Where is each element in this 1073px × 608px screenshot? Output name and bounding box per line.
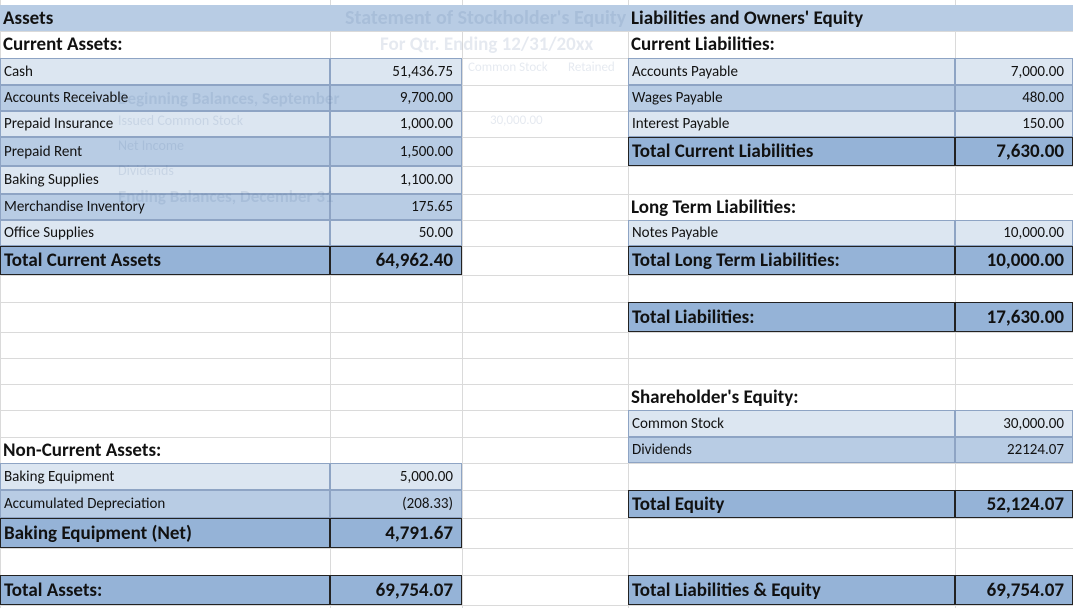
row-amount: 7,000.00 <box>955 58 1073 85</box>
total-amount: 64,962.40 <box>330 246 462 275</box>
row-label: Office Supplies <box>0 220 330 246</box>
total-amount: 4,791.67 <box>330 518 462 548</box>
grid-line <box>0 0 1 608</box>
grid-line <box>0 518 1073 519</box>
row-label: Prepaid Rent <box>0 137 330 166</box>
grid-line <box>0 332 1073 333</box>
section-heading: Current Assets: <box>3 33 123 56</box>
section-heading: Current Liabilities: <box>631 33 775 56</box>
total-amount: 7,630.00 <box>955 137 1073 166</box>
section-title: Liabilities and Owners' Equity <box>631 6 864 30</box>
header-band <box>0 5 1073 31</box>
total-label: Baking Equipment (Net) <box>0 518 330 548</box>
grid-line <box>0 194 1073 195</box>
row-label: Dividends <box>628 437 955 463</box>
row-amount: 9,700.00 <box>330 85 462 111</box>
row-label: Notes Payable <box>628 220 955 246</box>
row-amount: 175.65 <box>330 194 462 220</box>
grid-line <box>0 85 1073 86</box>
row-amount: 1,000.00 <box>330 111 462 137</box>
grid-line <box>0 575 1073 576</box>
row-label: Common Stock <box>628 410 955 437</box>
grid-line <box>0 58 1073 59</box>
grid-line <box>462 0 463 608</box>
grid-line <box>0 463 1073 464</box>
row-amount: 10,000.00 <box>955 220 1073 246</box>
total-amount: 17,630.00 <box>955 302 1073 332</box>
row-label: Accounts Payable <box>628 58 955 85</box>
row-label: Baking Supplies <box>0 166 330 194</box>
grid-line <box>0 358 1073 359</box>
total-amount: 69,754.07 <box>330 575 462 605</box>
row-label: Cash <box>0 58 330 85</box>
row-label: Accumulated Depreciation <box>0 490 330 518</box>
total-amount: 52,124.07 <box>955 490 1073 518</box>
row-label: Accounts Receivable <box>0 85 330 111</box>
grid-line <box>0 246 1073 247</box>
background-text: For Qtr. Ending 12/31/20xx <box>380 33 594 56</box>
grid-line <box>0 302 1073 303</box>
total-label: Total Current Liabilities <box>628 137 955 166</box>
background-text: Retained <box>568 60 615 75</box>
total-label: Total Long Term Liabilities: <box>628 246 955 275</box>
grid-line <box>0 220 1073 221</box>
section-title: Assets <box>3 6 54 30</box>
row-amount: 22124.07 <box>955 437 1073 463</box>
total-label: Total Liabilities: <box>628 302 955 332</box>
row-label: Interest Payable <box>628 111 955 137</box>
total-label: Total Equity <box>628 490 955 518</box>
total-amount: 69,754.07 <box>955 575 1073 605</box>
total-label: Total Current Assets <box>0 246 330 275</box>
grid-line <box>0 490 1073 491</box>
row-label: Prepaid Insurance <box>0 111 330 137</box>
row-amount: 50.00 <box>330 220 462 246</box>
grid-line <box>0 548 1073 549</box>
background-text: 30,000.00 <box>490 113 543 128</box>
row-amount: 150.00 <box>955 111 1073 137</box>
row-label: Wages Payable <box>628 85 955 111</box>
grid-line <box>0 410 1073 411</box>
grid-line <box>330 0 331 608</box>
row-amount: 51,436.75 <box>330 58 462 85</box>
row-amount: (208.33) <box>330 490 462 518</box>
section-heading: Shareholder's Equity: <box>631 385 799 409</box>
row-label: Merchandise Inventory <box>0 194 330 220</box>
total-amount: 10,000.00 <box>955 246 1073 275</box>
row-amount: 30,000.00 <box>955 410 1073 437</box>
section-heading: Non-Current Assets: <box>3 438 162 462</box>
grid-line <box>0 31 1073 32</box>
grid-line <box>0 166 1073 167</box>
section-heading: Long Term Liabilities: <box>631 195 797 219</box>
grid-line <box>0 137 1073 138</box>
grid-line <box>0 111 1073 112</box>
background-text: Common Stock <box>468 60 548 75</box>
grid-line <box>0 384 1073 385</box>
row-amount: 1,100.00 <box>330 166 462 194</box>
total-label: Total Liabilities & Equity <box>628 575 955 605</box>
row-amount: 5,000.00 <box>330 463 462 490</box>
row-amount: 480.00 <box>955 85 1073 111</box>
row-amount: 1,500.00 <box>330 137 462 166</box>
row-label: Baking Equipment <box>0 463 330 490</box>
total-label: Total Assets: <box>0 575 330 605</box>
grid-line <box>0 275 1073 276</box>
grid-line <box>0 437 1073 438</box>
grid-line <box>0 605 1073 606</box>
